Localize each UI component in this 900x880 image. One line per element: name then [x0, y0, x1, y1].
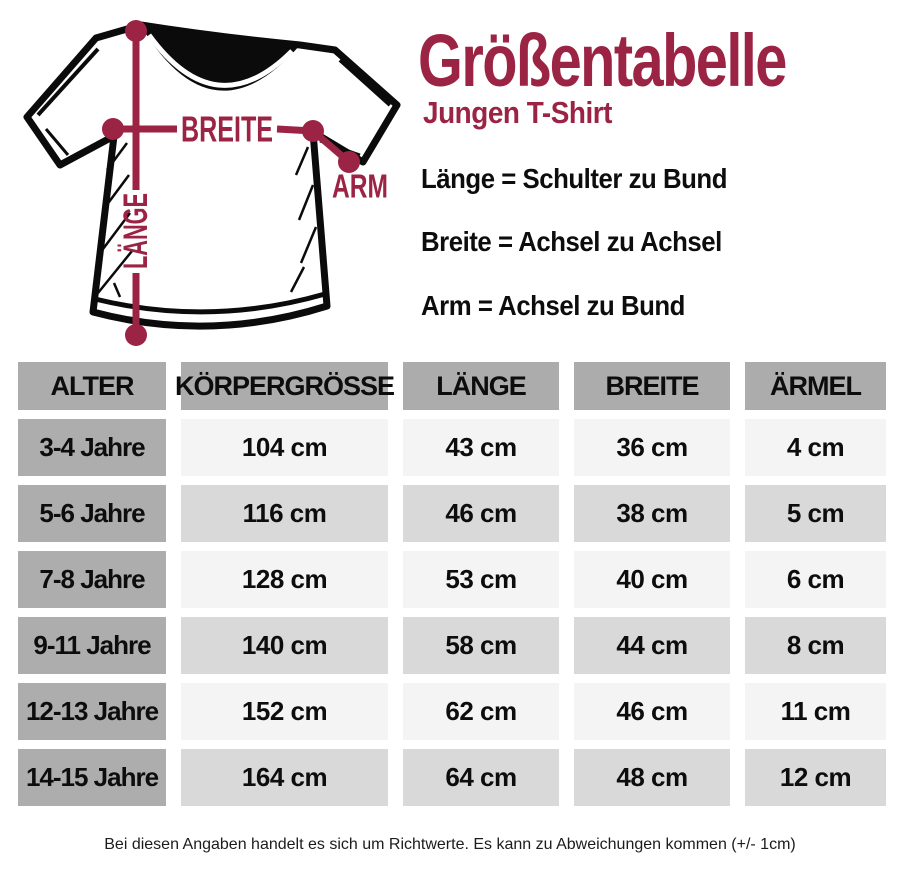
table-cell: 8 cm	[745, 617, 886, 674]
table-cell: 14-15 Jahre	[18, 749, 166, 806]
table-cell: 38 cm	[574, 485, 730, 542]
page-subtitle: Jungen T-Shirt	[423, 95, 612, 130]
table-cell: 164 cm	[181, 749, 388, 806]
footnote: Bei diesen Angaben handelt es sich um Ri…	[104, 836, 796, 853]
table-cell: 62 cm	[403, 683, 559, 740]
header-cell-alter: ALTER	[18, 362, 166, 410]
table-cell: 43 cm	[403, 419, 559, 476]
table-cell: 46 cm	[574, 683, 730, 740]
table-cell: 46 cm	[403, 485, 559, 542]
table-cell: 36 cm	[574, 419, 730, 476]
definition-arm: Arm = Achsel zu Bund	[421, 290, 685, 321]
table-cell: 7-8 Jahre	[18, 551, 166, 608]
table-cell: 5 cm	[745, 485, 886, 542]
table-cell: 140 cm	[181, 617, 388, 674]
measure-dot	[338, 151, 360, 173]
header-cell-aermel: ÄRMEL	[745, 362, 886, 410]
measurement-overlay: LÄNGE BREITE ARM	[102, 20, 388, 346]
table-cell: 9-11 Jahre	[18, 617, 166, 674]
table-cell: 64 cm	[403, 749, 559, 806]
table-cell: 152 cm	[181, 683, 388, 740]
tshirt-diagram: LÄNGE BREITE ARM	[23, 20, 401, 346]
measure-dot	[102, 118, 124, 140]
table-cell: 58 cm	[403, 617, 559, 674]
page-title: Größentabelle	[418, 19, 787, 102]
table-cell: 3-4 Jahre	[18, 419, 166, 476]
header-cell-laenge: LÄNGE	[403, 362, 559, 410]
definition-laenge: Länge = Schulter zu Bund	[421, 163, 727, 194]
table-cell: 12-13 Jahre	[18, 683, 166, 740]
collar-rib-line	[146, 33, 294, 88]
hatch-marks	[97, 142, 318, 298]
table-cell: 11 cm	[745, 683, 886, 740]
header-cell-koerpergroesse: KÖRPERGRÖSSE	[175, 362, 395, 410]
header-cell-breite: BREITE	[574, 362, 730, 410]
measure-dot	[125, 324, 147, 346]
hem-line	[94, 291, 326, 315]
table-cell: 116 cm	[181, 485, 388, 542]
table-cell: 6 cm	[745, 551, 886, 608]
breite-label: BREITE	[181, 109, 273, 150]
table-cell: 5-6 Jahre	[18, 485, 166, 542]
arm-label: ARM	[332, 168, 388, 205]
table-cell: 12 cm	[745, 749, 886, 806]
size-table: ALTER KÖRPERGRÖSSE LÄNGE BREITE ÄRMEL 3-…	[18, 362, 886, 806]
table-cell: 128 cm	[181, 551, 388, 608]
table-cell: 44 cm	[574, 617, 730, 674]
table-cell: 4 cm	[745, 419, 886, 476]
measure-dot	[125, 20, 147, 42]
definition-breite: Breite = Achsel zu Achsel	[421, 226, 722, 257]
table-cell: 40 cm	[574, 551, 730, 608]
table-cell: 53 cm	[403, 551, 559, 608]
laenge-label: LÄNGE	[117, 193, 155, 269]
table-cell: 104 cm	[181, 419, 388, 476]
table-cell: 48 cm	[574, 749, 730, 806]
